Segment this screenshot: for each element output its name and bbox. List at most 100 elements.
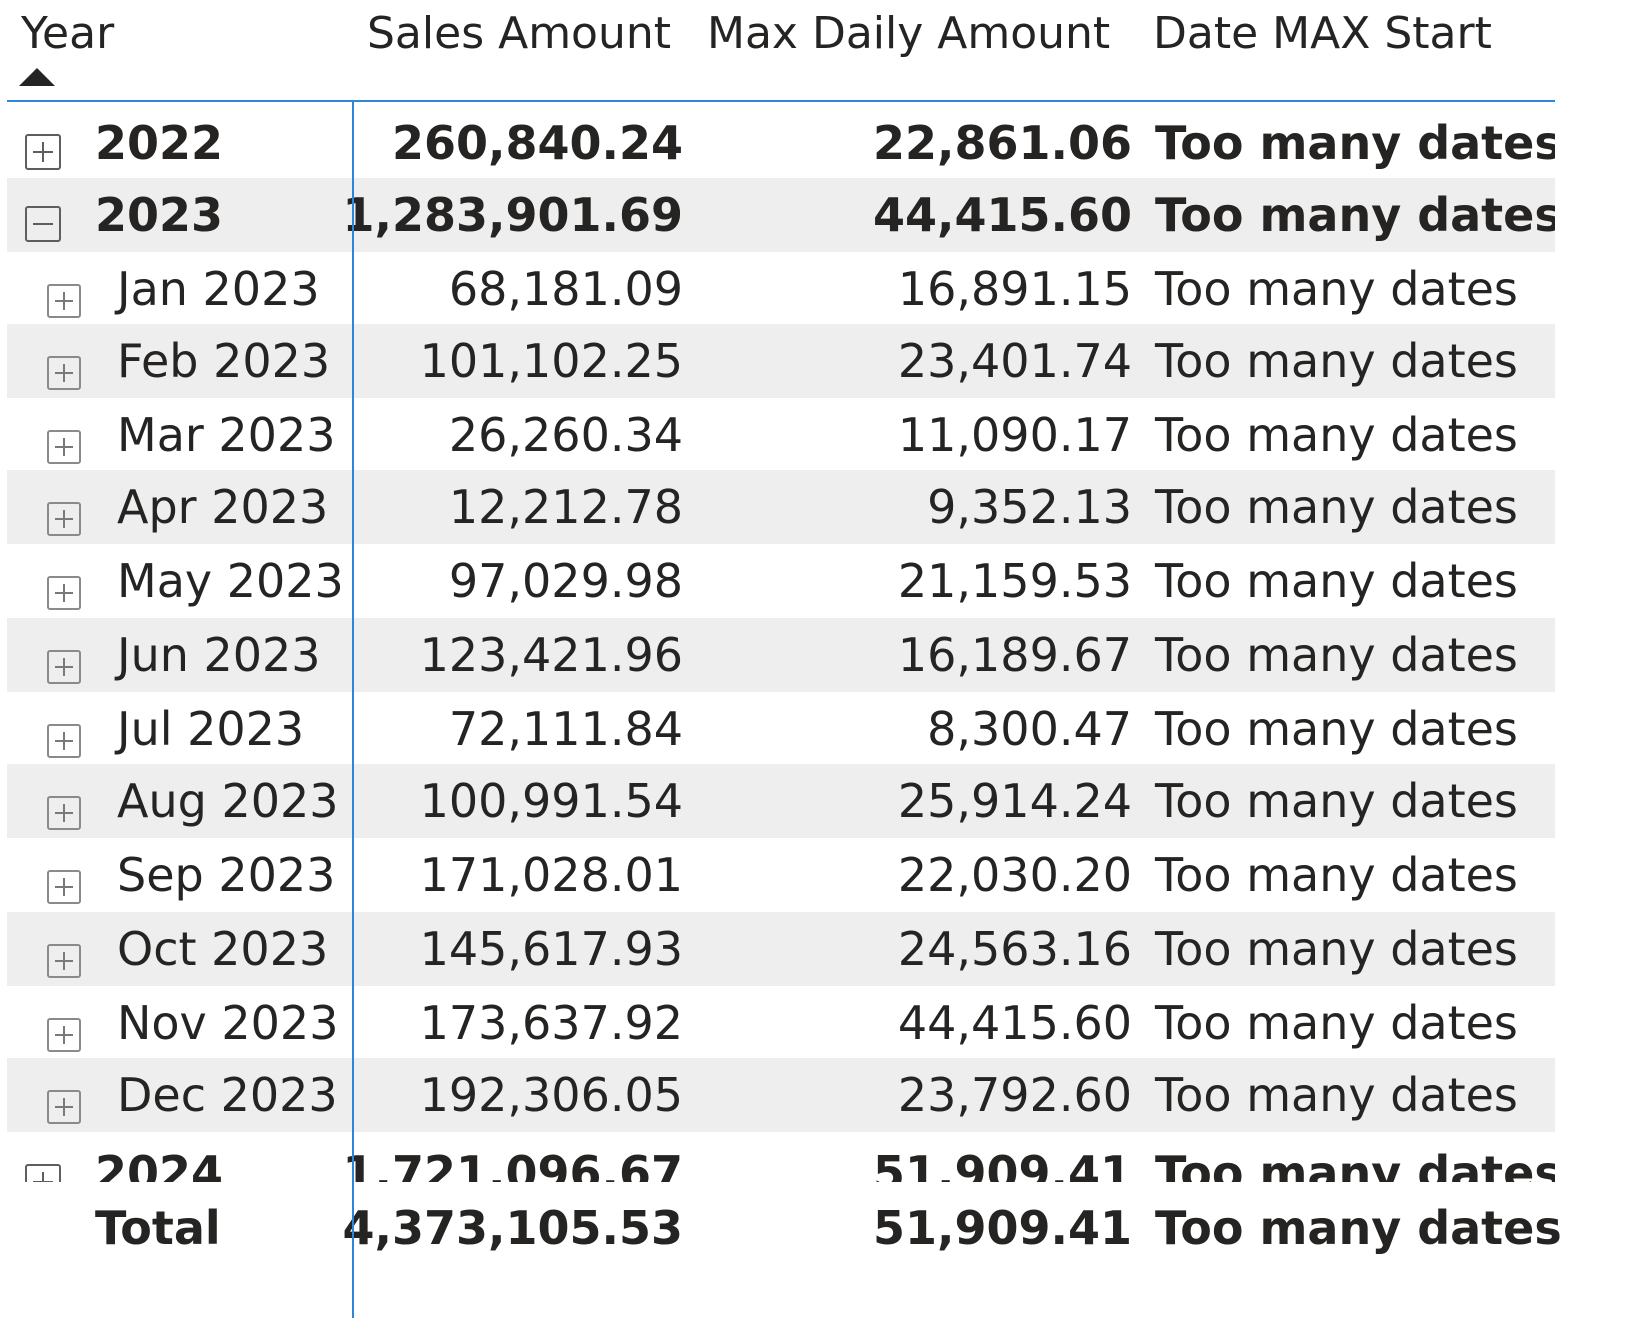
sales-amount-cell: 97,029.98 bbox=[448, 554, 683, 608]
expand-plus-icon[interactable] bbox=[25, 1164, 61, 1182]
date-max-start-cell: Too many dates bbox=[1155, 554, 1518, 608]
date-max-start-cell: Too many dates bbox=[1155, 774, 1518, 828]
header-year[interactable]: Year bbox=[21, 8, 115, 59]
sales-amount-cell: 260,840.24 bbox=[391, 116, 683, 170]
date-max-start-cell: Too many dates bbox=[1155, 848, 1518, 902]
row-label: Sep 2023 bbox=[117, 848, 336, 902]
date-max-start-cell: Too many dates bbox=[1155, 628, 1518, 682]
table-row-may-2023: May 2023 97,029.98 21,159.53 Too many da… bbox=[7, 544, 1555, 618]
expand-plus-icon[interactable] bbox=[47, 1018, 81, 1052]
date-max-start-cell: Too many dates bbox=[1155, 480, 1518, 534]
sales-amount-cell: 123,421.96 bbox=[419, 628, 683, 682]
expand-plus-icon[interactable] bbox=[47, 724, 81, 758]
table-row-jul-2023: Jul 2023 72,111.84 8,300.47 Too many dat… bbox=[7, 692, 1555, 766]
total-sales-amount: 4,373,105.53 bbox=[342, 1201, 684, 1255]
date-max-start-cell: Too many dates bbox=[1155, 1068, 1518, 1122]
max-daily-amount-cell: 8,300.47 bbox=[927, 702, 1132, 756]
row-label: 2023 bbox=[95, 188, 224, 242]
expand-plus-icon[interactable] bbox=[47, 576, 81, 610]
table-row-feb-2023: Feb 2023 101,102.25 23,401.74 Too many d… bbox=[7, 324, 1555, 398]
date-max-start-cell: Too many dates bbox=[1155, 922, 1518, 976]
row-label: Oct 2023 bbox=[117, 922, 329, 976]
max-daily-amount-cell: 22,030.20 bbox=[897, 848, 1132, 902]
row-label: Aug 2023 bbox=[117, 774, 339, 828]
expand-plus-icon[interactable] bbox=[47, 796, 81, 830]
date-max-start-cell: Too many dates bbox=[1155, 1146, 1555, 1182]
table-row-oct-2023: Oct 2023 145,617.93 24,563.16 Too many d… bbox=[7, 912, 1555, 986]
max-daily-amount-cell: 24,563.16 bbox=[897, 922, 1132, 976]
max-daily-amount-cell: 9,352.13 bbox=[927, 480, 1132, 534]
sales-amount-cell: 72,111.84 bbox=[448, 702, 683, 756]
expand-plus-icon[interactable] bbox=[47, 944, 81, 978]
table-row-mar-2023: Mar 2023 26,260.34 11,090.17 Too many da… bbox=[7, 398, 1555, 472]
max-daily-amount-cell: 21,159.53 bbox=[897, 554, 1132, 608]
row-label: Jun 2023 bbox=[117, 628, 321, 682]
expand-plus-icon[interactable] bbox=[47, 502, 81, 536]
row-label: May 2023 bbox=[117, 554, 344, 608]
header-date-max-start[interactable]: Date MAX Start bbox=[1153, 8, 1492, 59]
row-label: Dec 2023 bbox=[117, 1068, 338, 1122]
row-label: 2022 bbox=[95, 116, 224, 170]
row-header-divider bbox=[352, 100, 354, 1318]
max-daily-amount-cell: 22,861.06 bbox=[873, 116, 1132, 170]
sales-amount-cell: 173,637.92 bbox=[419, 996, 683, 1050]
table-row-2024: 2024 1,721,096.67 51,909.41 Too many dat… bbox=[7, 1136, 1555, 1182]
sort-ascending-icon[interactable] bbox=[19, 68, 55, 86]
table-row-aug-2023: Aug 2023 100,991.54 25,914.24 Too many d… bbox=[7, 764, 1555, 838]
table-row-jun-2023: Jun 2023 123,421.96 16,189.67 Too many d… bbox=[7, 618, 1555, 692]
matrix-body: 2022 260,840.24 22,861.06 Too many dates… bbox=[7, 102, 1555, 1182]
sales-amount-cell: 100,991.54 bbox=[419, 774, 683, 828]
sales-amount-cell: 145,617.93 bbox=[419, 922, 683, 976]
column-header-row: Year Sales Amount Max Daily Amount Date … bbox=[7, 0, 1555, 102]
header-max-daily-amount[interactable]: Max Daily Amount bbox=[707, 8, 1111, 59]
date-max-start-cell: Too many dates bbox=[1155, 116, 1555, 170]
table-row-dec-2023: Dec 2023 192,306.05 23,792.60 Too many d… bbox=[7, 1058, 1555, 1132]
date-max-start-cell: Too many dates bbox=[1155, 188, 1555, 242]
row-label: Feb 2023 bbox=[117, 334, 331, 388]
table-row-2023: 2023 1,283,901.69 44,415.60 Too many dat… bbox=[7, 178, 1555, 252]
max-daily-amount-cell: 25,914.24 bbox=[897, 774, 1132, 828]
max-daily-amount-cell: 23,792.60 bbox=[897, 1068, 1132, 1122]
date-max-start-cell: Too many dates bbox=[1155, 702, 1518, 756]
sales-amount-cell: 101,102.25 bbox=[419, 334, 683, 388]
table-row-apr-2023: Apr 2023 12,212.78 9,352.13 Too many dat… bbox=[7, 470, 1555, 544]
sales-amount-cell: 68,181.09 bbox=[448, 262, 683, 316]
expand-plus-icon[interactable] bbox=[47, 430, 81, 464]
max-daily-amount-cell: 16,189.67 bbox=[897, 628, 1132, 682]
table-row-2022: 2022 260,840.24 22,861.06 Too many dates bbox=[7, 106, 1555, 180]
date-max-start-cell: Too many dates bbox=[1155, 996, 1518, 1050]
max-daily-amount-cell: 11,090.17 bbox=[897, 408, 1132, 462]
header-sales-amount[interactable]: Sales Amount bbox=[367, 8, 672, 59]
sales-amount-cell: 1,721,096.67 bbox=[342, 1146, 684, 1182]
total-row: Total 4,373,105.53 51,909.41 Too many da… bbox=[7, 1188, 1562, 1268]
date-max-start-cell: Too many dates bbox=[1155, 262, 1518, 316]
total-max-daily-amount: 51,909.41 bbox=[873, 1201, 1132, 1255]
row-label: Apr 2023 bbox=[117, 480, 329, 534]
date-max-start-cell: Too many dates bbox=[1155, 334, 1518, 388]
expand-plus-icon[interactable] bbox=[47, 870, 81, 904]
expand-plus-icon[interactable] bbox=[47, 284, 81, 318]
max-daily-amount-cell: 44,415.60 bbox=[873, 188, 1132, 242]
sales-amount-cell: 1,283,901.69 bbox=[342, 188, 684, 242]
sales-amount-cell: 192,306.05 bbox=[419, 1068, 683, 1122]
max-daily-amount-cell: 16,891.15 bbox=[897, 262, 1132, 316]
max-daily-amount-cell: 44,415.60 bbox=[897, 996, 1132, 1050]
expand-plus-icon[interactable] bbox=[47, 356, 81, 390]
expand-plus-icon[interactable] bbox=[47, 650, 81, 684]
total-date-max-start: Too many dates bbox=[1155, 1201, 1562, 1255]
table-row-sep-2023: Sep 2023 171,028.01 22,030.20 Too many d… bbox=[7, 838, 1555, 912]
row-label: Mar 2023 bbox=[117, 408, 336, 462]
expand-plus-icon[interactable] bbox=[47, 1090, 81, 1124]
expand-plus-icon[interactable] bbox=[25, 134, 61, 170]
row-label: Nov 2023 bbox=[117, 996, 339, 1050]
max-daily-amount-cell: 23,401.74 bbox=[897, 334, 1132, 388]
table-row-jan-2023: Jan 2023 68,181.09 16,891.15 Too many da… bbox=[7, 252, 1555, 326]
date-max-start-cell: Too many dates bbox=[1155, 408, 1518, 462]
collapse-minus-icon[interactable] bbox=[25, 206, 61, 242]
row-label: 2024 bbox=[95, 1146, 224, 1182]
sales-amount-cell: 12,212.78 bbox=[448, 480, 683, 534]
sales-amount-cell: 171,028.01 bbox=[419, 848, 683, 902]
total-label: Total bbox=[95, 1201, 221, 1255]
matrix-visual: Year Sales Amount Max Daily Amount Date … bbox=[7, 0, 1562, 1318]
table-row-nov-2023: Nov 2023 173,637.92 44,415.60 Too many d… bbox=[7, 986, 1555, 1060]
